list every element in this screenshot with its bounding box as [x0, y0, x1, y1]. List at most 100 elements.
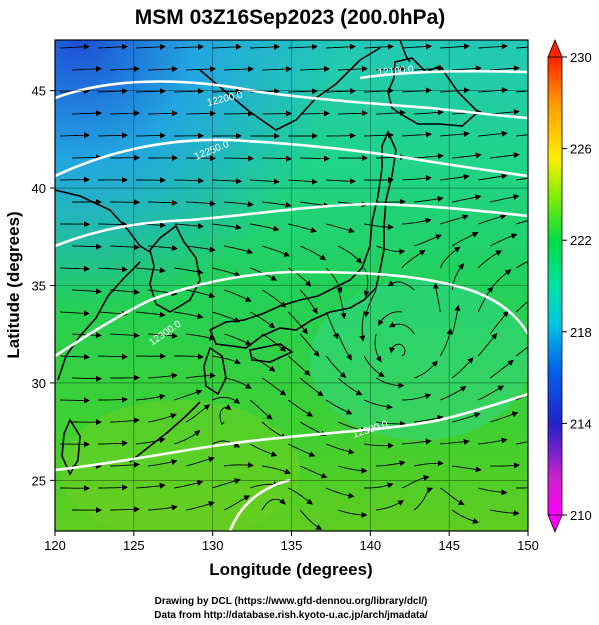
- streamline-175: [299, 333, 320, 357]
- streamline-213: [249, 399, 273, 420]
- streamline-177: [374, 333, 382, 363]
- colorbar-tick-label-4: 226: [570, 142, 592, 157]
- x-tick-label-4: 140: [359, 538, 381, 553]
- streamline-224: [185, 404, 211, 423]
- streamline-250: [186, 456, 215, 467]
- coast-sakhalin: [399, 40, 411, 63]
- y-axis-label: Latitude (degrees): [4, 211, 23, 358]
- coast-korea: [149, 224, 201, 313]
- streamline-9: [402, 43, 432, 50]
- streamline-277: [223, 495, 251, 511]
- x-tick-label-1: 125: [123, 538, 145, 553]
- streamline-113: [402, 217, 432, 225]
- coast-mainland: [55, 189, 151, 381]
- streamline-151: [363, 289, 377, 318]
- streamline-48: [414, 109, 444, 116]
- coastlines: [55, 40, 480, 476]
- streamline-10: [440, 43, 470, 50]
- streamline-274: [110, 506, 140, 513]
- colorbar-bar: [547, 56, 563, 516]
- streamline-101: [452, 194, 482, 203]
- streamline-208: [60, 397, 90, 404]
- streamline-176: [337, 333, 352, 361]
- streamline-123: [300, 245, 327, 261]
- streamline-232: [490, 411, 519, 423]
- streamline-112: [364, 223, 394, 231]
- streamline-28: [136, 88, 166, 95]
- streamline-272: [516, 487, 528, 489]
- streamline-199: [224, 377, 252, 389]
- streamline-261: [98, 484, 128, 491]
- streamline-126: [414, 234, 442, 247]
- streamline-52: [60, 132, 90, 139]
- streamline-141: [477, 250, 503, 269]
- streamline-45: [300, 110, 330, 117]
- streamline-225: [219, 404, 232, 426]
- streamline-257: [452, 465, 482, 473]
- streamline-255: [376, 460, 406, 467]
- streamline-102: [490, 193, 520, 203]
- streamline-3: [174, 43, 204, 50]
- streamline-152: [387, 280, 415, 291]
- contour-12100: [359, 69, 528, 80]
- streamline-223: [148, 413, 177, 423]
- streamline-178: [388, 321, 415, 335]
- streamline-148: [261, 289, 287, 308]
- contour-12300-c: [228, 478, 291, 531]
- streamline-150: [337, 289, 347, 320]
- streamline-54: [136, 132, 166, 139]
- streamline-186: [212, 355, 241, 365]
- streamline-22: [414, 65, 444, 72]
- streamline-281: [376, 500, 405, 511]
- streamline-197: [148, 372, 178, 379]
- streamline-160: [212, 311, 241, 323]
- streamline-32: [288, 88, 318, 95]
- streamline-143: [72, 288, 102, 295]
- contour-12300-a: [55, 270, 528, 358]
- streamline-180: [489, 310, 509, 335]
- colorbar-top-triangle: [547, 38, 563, 58]
- streamline-212: [212, 396, 241, 404]
- streamline-146: [186, 289, 216, 299]
- streamline-65: [72, 154, 102, 161]
- colorbar-tick-label-1: 214: [570, 416, 592, 431]
- streamline-244: [440, 438, 470, 445]
- streamline-192: [439, 328, 453, 357]
- streamline-173: [224, 333, 252, 346]
- streamline-21: [376, 65, 406, 72]
- streamline-117: [72, 243, 102, 250]
- streamline-263: [174, 480, 204, 489]
- streamline-43: [224, 110, 254, 117]
- streamline-62: [440, 130, 470, 137]
- streamline-13: [72, 65, 102, 72]
- streamline-189: [325, 355, 347, 378]
- streamline-209: [98, 396, 128, 403]
- streamline-17: [224, 66, 254, 73]
- y-tick-label-0: 25: [32, 473, 46, 488]
- streamline-154: [489, 269, 512, 291]
- chart-title: MSM 03Z16Sep2023 (200.0hPa): [135, 6, 446, 29]
- streamline-69: [224, 155, 254, 162]
- streamline-85: [326, 178, 356, 185]
- streamline-130: [60, 265, 90, 272]
- streamline-38: [516, 90, 528, 93]
- streamline-236: [136, 437, 166, 445]
- streamline-128: [489, 233, 518, 247]
- streamline-114: [440, 214, 469, 225]
- streamline-156: [60, 310, 90, 317]
- streamline-14: [110, 66, 140, 73]
- x-axis: 120 125 130 135 140 145 150: [44, 531, 539, 553]
- streamline-219: [477, 385, 505, 401]
- streamline-268: [364, 482, 394, 489]
- streamline-18: [262, 66, 292, 73]
- streamline-275: [148, 504, 178, 511]
- streamline-15: [148, 65, 178, 72]
- streamline-235: [98, 440, 128, 447]
- streamline-262: [136, 482, 166, 489]
- streamline-87: [402, 175, 432, 182]
- streamline-147: [224, 289, 252, 302]
- streamline-267: [326, 487, 355, 499]
- streamline-75: [452, 152, 482, 159]
- coast-honshu: [208, 130, 397, 349]
- streamline-158: [136, 311, 166, 318]
